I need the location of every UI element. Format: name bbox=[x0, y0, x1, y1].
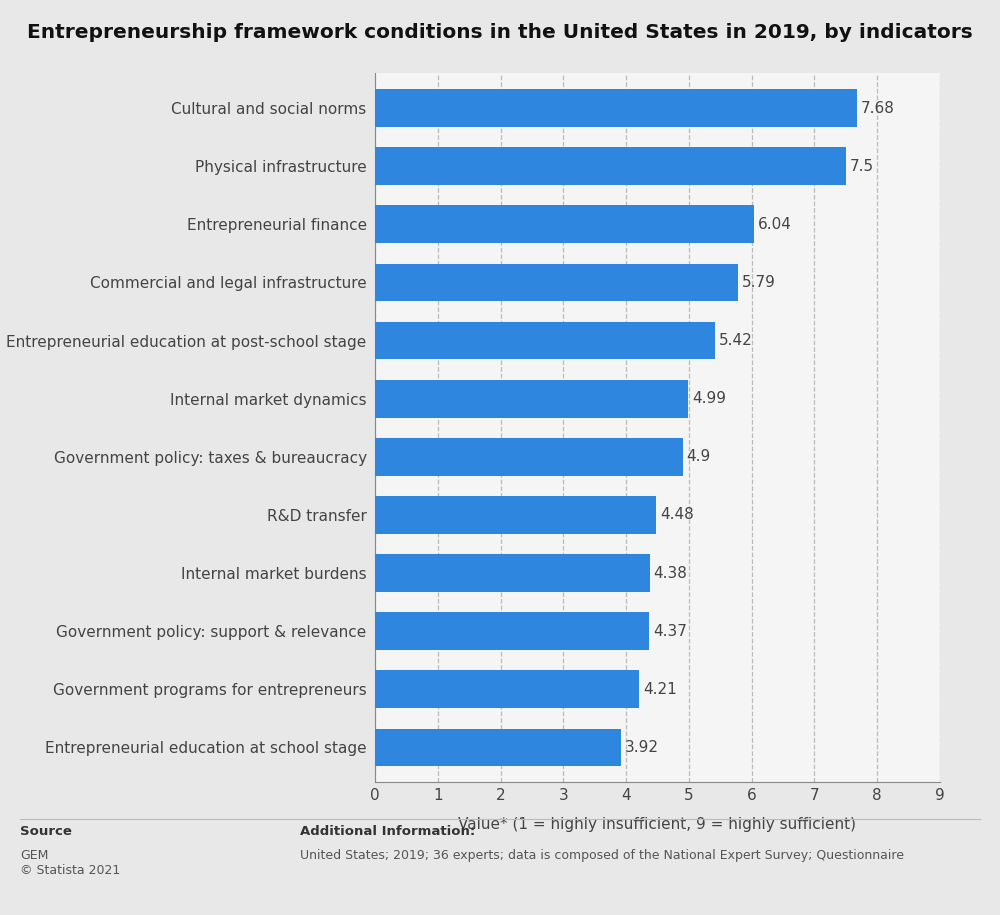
Text: Entrepreneurship framework conditions in the United States in 2019, by indicator: Entrepreneurship framework conditions in… bbox=[27, 23, 973, 42]
Text: 4.21: 4.21 bbox=[643, 682, 677, 697]
Text: 3.92: 3.92 bbox=[625, 740, 659, 755]
Text: Additional Information:: Additional Information: bbox=[300, 825, 475, 838]
Bar bbox=[375, 380, 688, 417]
X-axis label: Value* (1 = highly insufficient, 9 = highly sufficient): Value* (1 = highly insufficient, 9 = hig… bbox=[458, 817, 856, 832]
Bar bbox=[375, 671, 639, 708]
Text: GEM
© Statista 2021: GEM © Statista 2021 bbox=[20, 849, 120, 877]
Bar bbox=[375, 612, 649, 650]
Text: 4.99: 4.99 bbox=[692, 392, 726, 406]
Bar bbox=[375, 554, 650, 592]
Bar bbox=[375, 147, 846, 185]
Bar bbox=[375, 206, 754, 243]
Text: 4.37: 4.37 bbox=[653, 624, 687, 639]
Bar bbox=[375, 496, 656, 533]
Text: 4.48: 4.48 bbox=[660, 508, 694, 522]
Text: United States; 2019; 36 experts; data is composed of the National Expert Survey;: United States; 2019; 36 experts; data is… bbox=[300, 849, 904, 862]
Text: 5.42: 5.42 bbox=[719, 333, 753, 348]
Bar bbox=[375, 264, 738, 301]
Text: 6.04: 6.04 bbox=[758, 217, 792, 231]
Text: 4.9: 4.9 bbox=[686, 449, 711, 464]
Bar bbox=[375, 728, 621, 767]
Bar bbox=[375, 89, 857, 127]
Text: 4.38: 4.38 bbox=[654, 565, 688, 581]
Bar bbox=[375, 322, 715, 360]
Text: 7.68: 7.68 bbox=[861, 101, 895, 115]
Text: Source: Source bbox=[20, 825, 72, 838]
Bar bbox=[375, 438, 683, 476]
Text: 5.79: 5.79 bbox=[742, 274, 776, 290]
Text: 7.5: 7.5 bbox=[850, 158, 874, 174]
